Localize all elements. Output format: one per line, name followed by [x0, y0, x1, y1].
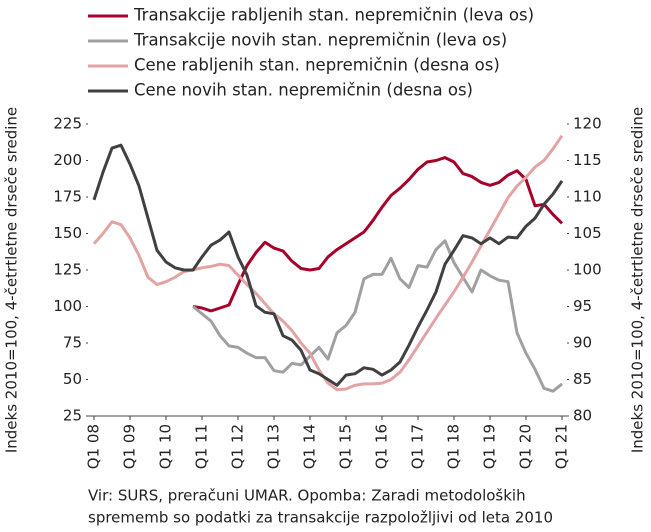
series-line	[192, 156, 564, 313]
x-tick-label: Q1 14	[301, 424, 319, 469]
note: sprememb so podatki za transakcije razpo…	[88, 509, 553, 527]
y-tick-label: 150	[53, 224, 82, 242]
x-tick-label: Q1 12	[229, 424, 247, 469]
y-tick-label: 175	[53, 188, 82, 206]
y-tick-label: 50	[63, 370, 82, 388]
x-tick-label: Q1 15	[337, 424, 355, 469]
x-tick-label: Q1 08	[85, 424, 103, 469]
x-tick-label: Q1 17	[409, 424, 427, 469]
y-tick-label: 225	[53, 115, 82, 133]
y2-tick-label: 85	[573, 370, 592, 388]
y-axis-label: Indeks 2010=100, 4-četrtletne drseče sre…	[3, 107, 21, 453]
y2-tick-label: 80	[573, 407, 592, 425]
note: Vir: SURS, preračuni UMAR. Opomba: Zarad…	[88, 487, 526, 505]
y2-tick-label: 105	[573, 224, 602, 242]
x-tick-label: Q1 09	[121, 424, 139, 469]
series-line	[192, 239, 563, 393]
y2-tick-label: 90	[573, 334, 592, 352]
y-tick-label: 100	[53, 297, 82, 315]
x-tick-label: Q1 10	[157, 424, 175, 469]
legend-label: Cene novih stan. nepremičnin (desna os)	[134, 81, 473, 100]
y-tick-label: 200	[53, 151, 82, 169]
series-line	[92, 143, 564, 387]
y2-tick-label: 95	[573, 297, 592, 315]
y2-tick-label: 120	[573, 115, 602, 133]
legend-label: Cene rabljenih stan. nepremičnin (desna …	[134, 56, 500, 75]
x-tick-label: Q1 11	[193, 424, 211, 469]
y-tick-label: 75	[63, 334, 82, 352]
x-tick-label: Q1 19	[481, 424, 499, 469]
y2-tick-label: 100	[573, 261, 602, 279]
x-tick-label: Q1 20	[517, 424, 535, 469]
y2-tick-label: 110	[573, 188, 602, 206]
y2-axis-label: Indeks 2010=100, 4-četrtletne drseče sre…	[629, 107, 647, 453]
x-tick-label: Q1 13	[265, 424, 283, 469]
legend-label: Transakcije rabljenih stan. nepremičnin …	[133, 6, 534, 25]
y-tick-label: 25	[63, 407, 82, 425]
legend-label: Transakcije novih stan. nepremičnin (lev…	[133, 31, 507, 50]
x-tick-label: Q1 16	[373, 424, 391, 469]
y-tick-label: 125	[53, 261, 82, 279]
x-tick-label: Q1 21	[553, 424, 571, 469]
y2-tick-label: 115	[573, 151, 602, 169]
series-line	[92, 134, 564, 392]
x-tick-label: Q1 18	[445, 424, 463, 469]
